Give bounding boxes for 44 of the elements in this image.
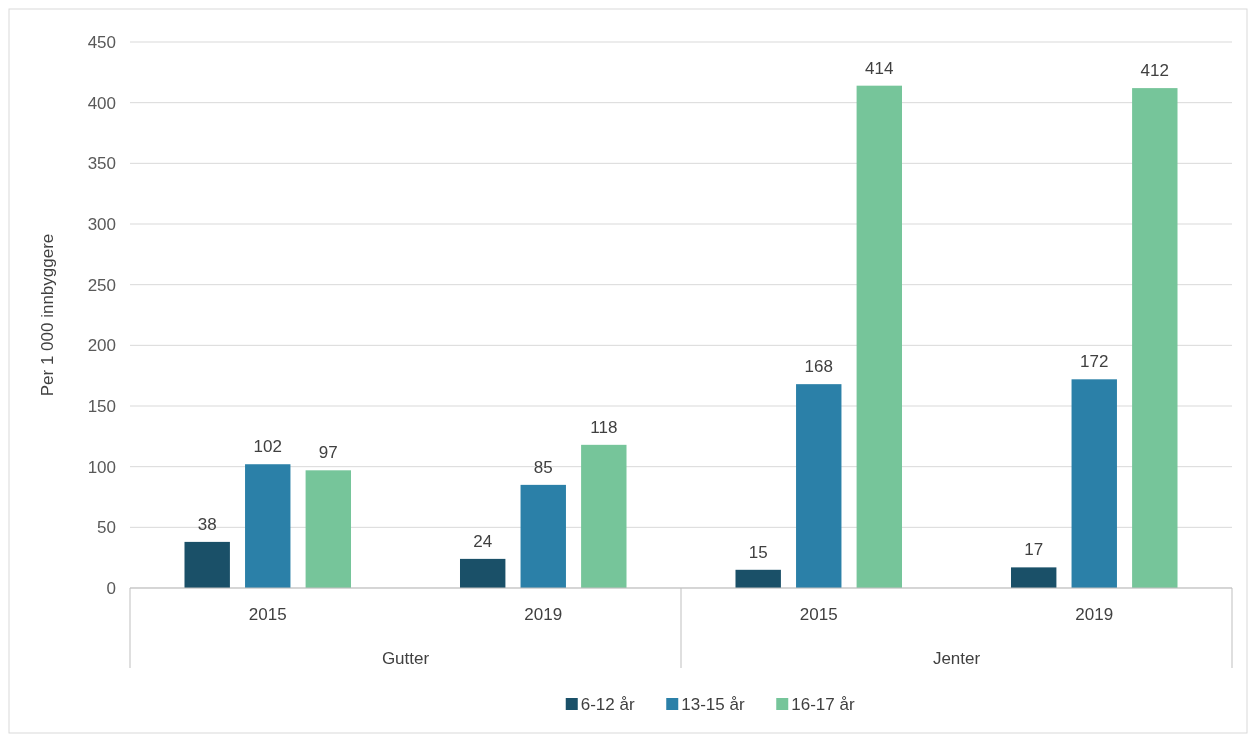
text: Gutter <box>381 649 430 668</box>
bar <box>856 85 903 588</box>
bar <box>1071 379 1117 588</box>
text: Jenter <box>932 649 981 668</box>
y-tick-label: 50 <box>97 518 116 538</box>
legend-label: 16-17 år <box>791 694 855 714</box>
bar <box>305 470 352 588</box>
y-tick-label: 250 <box>87 275 116 295</box>
y-tick-label: 200 <box>87 336 116 356</box>
x-tick-label: 2015 <box>248 605 287 624</box>
y-tick-label: 450 <box>87 32 116 52</box>
y-tick-label: 0 <box>106 578 116 598</box>
legend-label: 6-12 år <box>580 694 635 714</box>
x-tick-label: 2019 <box>1075 605 1114 624</box>
y-tick-label: 100 <box>87 457 116 477</box>
legend-label: 13-15 år <box>681 694 745 714</box>
data-label: 24 <box>473 531 493 551</box>
data-label: 102 <box>253 437 282 457</box>
data-label: 414 <box>865 58 894 78</box>
x-tick-label: 2019 <box>524 605 563 624</box>
bar <box>581 444 627 588</box>
bar <box>184 541 230 588</box>
y-tick-label: 300 <box>87 214 116 234</box>
data-label: 97 <box>318 443 338 463</box>
data-label: 85 <box>533 457 553 477</box>
bar <box>1010 567 1057 588</box>
bar <box>245 464 291 588</box>
data-label: 38 <box>197 514 217 534</box>
x-tick-label: 2015 <box>799 605 838 624</box>
bar <box>1132 88 1178 588</box>
bar <box>735 569 781 588</box>
y-tick-label: 400 <box>87 93 116 113</box>
data-label: 17 <box>1024 540 1044 560</box>
y-axis-title: Per 1 000 innbyggere <box>38 233 57 397</box>
bar <box>460 558 506 588</box>
bar <box>520 484 566 588</box>
y-tick-label: 350 <box>87 154 116 174</box>
data-label: 118 <box>590 417 618 437</box>
data-label: 168 <box>804 357 833 377</box>
data-label: 172 <box>1080 352 1109 372</box>
data-label: 15 <box>748 542 768 562</box>
y-tick-label: 150 <box>87 396 116 416</box>
data-label: 412 <box>1140 61 1169 81</box>
bar <box>796 384 842 588</box>
